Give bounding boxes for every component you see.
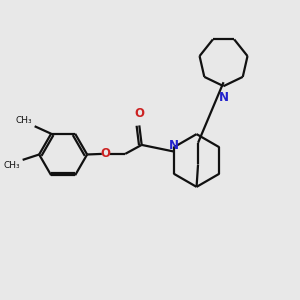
Text: N: N — [169, 139, 179, 152]
Text: CH₃: CH₃ — [4, 161, 21, 170]
Text: O: O — [134, 107, 144, 120]
Text: CH₃: CH₃ — [16, 116, 32, 125]
Text: N: N — [218, 91, 229, 104]
Text: O: O — [101, 147, 111, 161]
